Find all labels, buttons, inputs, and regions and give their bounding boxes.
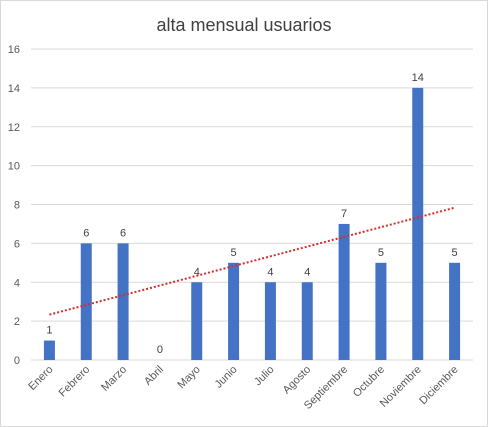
x-tick-label: Agosto — [281, 364, 314, 397]
x-tick-label: Abril — [142, 364, 166, 388]
y-tick-label: 14 — [8, 83, 20, 95]
data-label: 5 — [231, 247, 237, 259]
y-tick-label: 2 — [14, 316, 20, 328]
data-label: 4 — [304, 266, 310, 278]
x-tick-label: Febrero — [57, 364, 93, 400]
bar — [117, 243, 129, 360]
x-tick-label: Octubre — [351, 364, 387, 400]
x-tick-label: Mayo — [175, 364, 203, 392]
y-tick-label: 4 — [14, 277, 20, 289]
data-label: 5 — [378, 247, 384, 259]
data-label: 14 — [412, 72, 424, 84]
bar — [80, 243, 92, 360]
data-label: 4 — [267, 266, 273, 278]
bar — [264, 282, 276, 360]
chart-title: alta mensual usuarios — [156, 15, 332, 35]
y-tick-label: 16 — [8, 44, 20, 56]
x-tick-label: Julio — [252, 364, 276, 388]
data-label: 6 — [83, 227, 89, 239]
y-tick-label: 8 — [14, 200, 20, 212]
bar — [301, 282, 313, 360]
x-tick-label: Enero — [26, 364, 55, 393]
bar — [449, 262, 461, 360]
y-tick-label: 6 — [14, 238, 20, 250]
x-tick-label: Junio — [213, 364, 240, 391]
data-label: 5 — [452, 247, 458, 259]
data-label: 4 — [194, 266, 200, 278]
data-label: 6 — [120, 227, 126, 239]
data-label: 7 — [341, 208, 347, 220]
bar — [338, 223, 350, 360]
bar — [191, 282, 203, 360]
bar — [228, 262, 240, 360]
trendline — [49, 206, 455, 316]
y-tick-label: 10 — [8, 161, 20, 173]
x-tick-label: Marzo — [99, 364, 129, 394]
bar — [43, 340, 55, 360]
data-label: 1 — [46, 325, 52, 337]
y-tick-label: 0 — [14, 355, 20, 367]
y-tick-label: 12 — [8, 122, 20, 134]
bar — [412, 87, 424, 360]
bar — [375, 262, 387, 360]
x-tick-label: Diciembre — [417, 364, 460, 407]
data-label: 0 — [157, 344, 163, 356]
